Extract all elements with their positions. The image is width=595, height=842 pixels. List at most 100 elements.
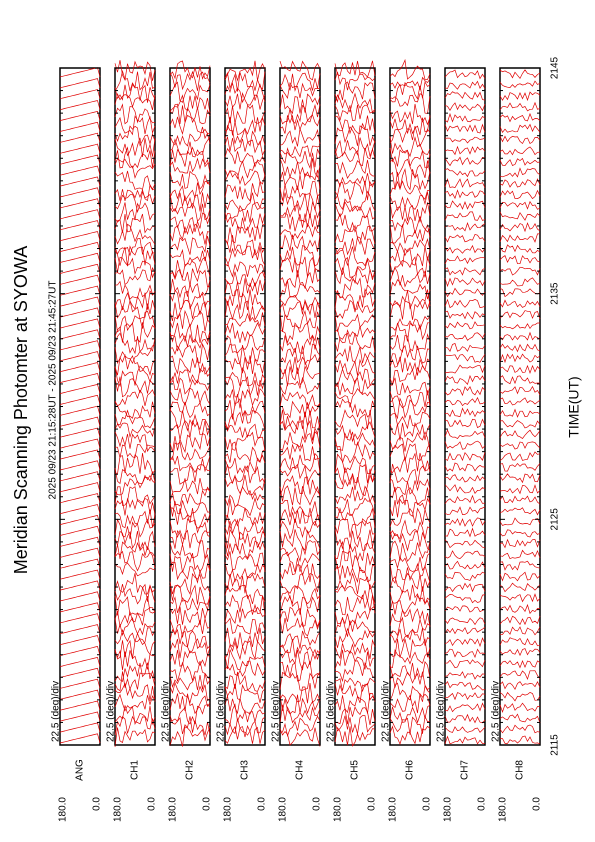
trace	[170, 333, 211, 352]
trace	[59, 176, 101, 187]
trace	[499, 277, 541, 287]
trace	[114, 266, 156, 286]
trace	[444, 136, 486, 144]
y-top-label: 180.0	[333, 797, 344, 822]
trace	[444, 364, 486, 374]
trace	[279, 103, 321, 125]
trace	[444, 560, 486, 570]
trace	[169, 387, 211, 406]
trace	[279, 400, 321, 419]
trace	[169, 628, 211, 650]
trace	[279, 694, 321, 715]
trace	[334, 507, 376, 528]
channel-label: CH2	[185, 760, 196, 780]
trace	[389, 390, 431, 409]
trace	[224, 640, 266, 661]
trace	[444, 200, 486, 210]
trace	[499, 549, 541, 560]
trace	[224, 136, 266, 157]
trace	[169, 584, 211, 605]
trace	[59, 558, 101, 569]
trace	[499, 408, 541, 418]
trace	[279, 463, 321, 486]
trace	[444, 310, 486, 320]
scale-label: 22.5 (deg)/div	[436, 681, 447, 742]
trace	[499, 322, 540, 330]
trace	[169, 366, 211, 384]
trace	[279, 267, 321, 290]
trace	[499, 626, 541, 636]
trace	[444, 429, 486, 439]
trace	[444, 298, 486, 309]
trace	[444, 418, 486, 429]
trace	[59, 329, 101, 340]
channel-label: CH3	[240, 760, 251, 780]
trace	[444, 222, 486, 232]
trace	[499, 660, 541, 669]
trace	[499, 713, 541, 723]
trace	[224, 300, 266, 321]
trace	[59, 252, 101, 263]
trace	[499, 157, 541, 166]
trace	[279, 158, 321, 180]
trace	[59, 569, 101, 580]
trace	[169, 693, 211, 715]
trace	[224, 716, 266, 736]
trace	[59, 362, 101, 373]
trace	[224, 551, 266, 573]
trace	[59, 624, 101, 635]
trace	[444, 571, 486, 581]
trace	[114, 310, 156, 333]
trace	[59, 547, 101, 558]
y-bottom-label: 0.0	[312, 797, 323, 811]
trace	[444, 681, 486, 691]
trace	[169, 60, 211, 80]
trace	[114, 60, 156, 82]
trace	[389, 411, 431, 430]
trace	[169, 114, 211, 135]
trace	[334, 677, 376, 693]
trace	[499, 603, 541, 615]
y-bottom-label: 0.0	[257, 797, 268, 811]
trace	[169, 375, 211, 395]
scale-label: 22.5 (deg)/div	[491, 681, 502, 742]
trace	[59, 722, 101, 733]
trace	[224, 201, 266, 224]
trace	[334, 453, 376, 474]
trace	[499, 593, 541, 603]
trace	[444, 168, 486, 178]
trace	[499, 429, 541, 439]
trace	[279, 322, 321, 344]
trace	[444, 277, 486, 288]
trace	[499, 222, 541, 233]
trace	[444, 671, 486, 680]
trace	[114, 705, 156, 726]
trace	[59, 209, 101, 220]
trace	[389, 486, 431, 506]
trace	[114, 376, 156, 398]
trace	[224, 584, 266, 604]
trace	[114, 237, 156, 257]
trace	[114, 541, 156, 560]
trace	[59, 493, 101, 504]
trace	[114, 422, 156, 439]
trace	[59, 667, 101, 678]
trace	[389, 682, 431, 702]
trace	[445, 474, 486, 483]
trace	[279, 212, 321, 232]
trace	[444, 233, 486, 243]
trace	[444, 702, 486, 713]
trace	[334, 594, 376, 616]
trace	[444, 69, 486, 80]
trace	[334, 409, 376, 430]
trace	[334, 81, 376, 104]
scale-label: 22.5 (deg)/div	[326, 681, 337, 742]
trace	[334, 693, 376, 714]
trace	[389, 430, 431, 452]
trace	[444, 494, 486, 504]
scale-label: 22.5 (deg)/div	[381, 681, 392, 742]
trace	[59, 471, 101, 482]
trace	[279, 485, 321, 506]
trace	[59, 143, 101, 154]
trace	[224, 160, 266, 180]
